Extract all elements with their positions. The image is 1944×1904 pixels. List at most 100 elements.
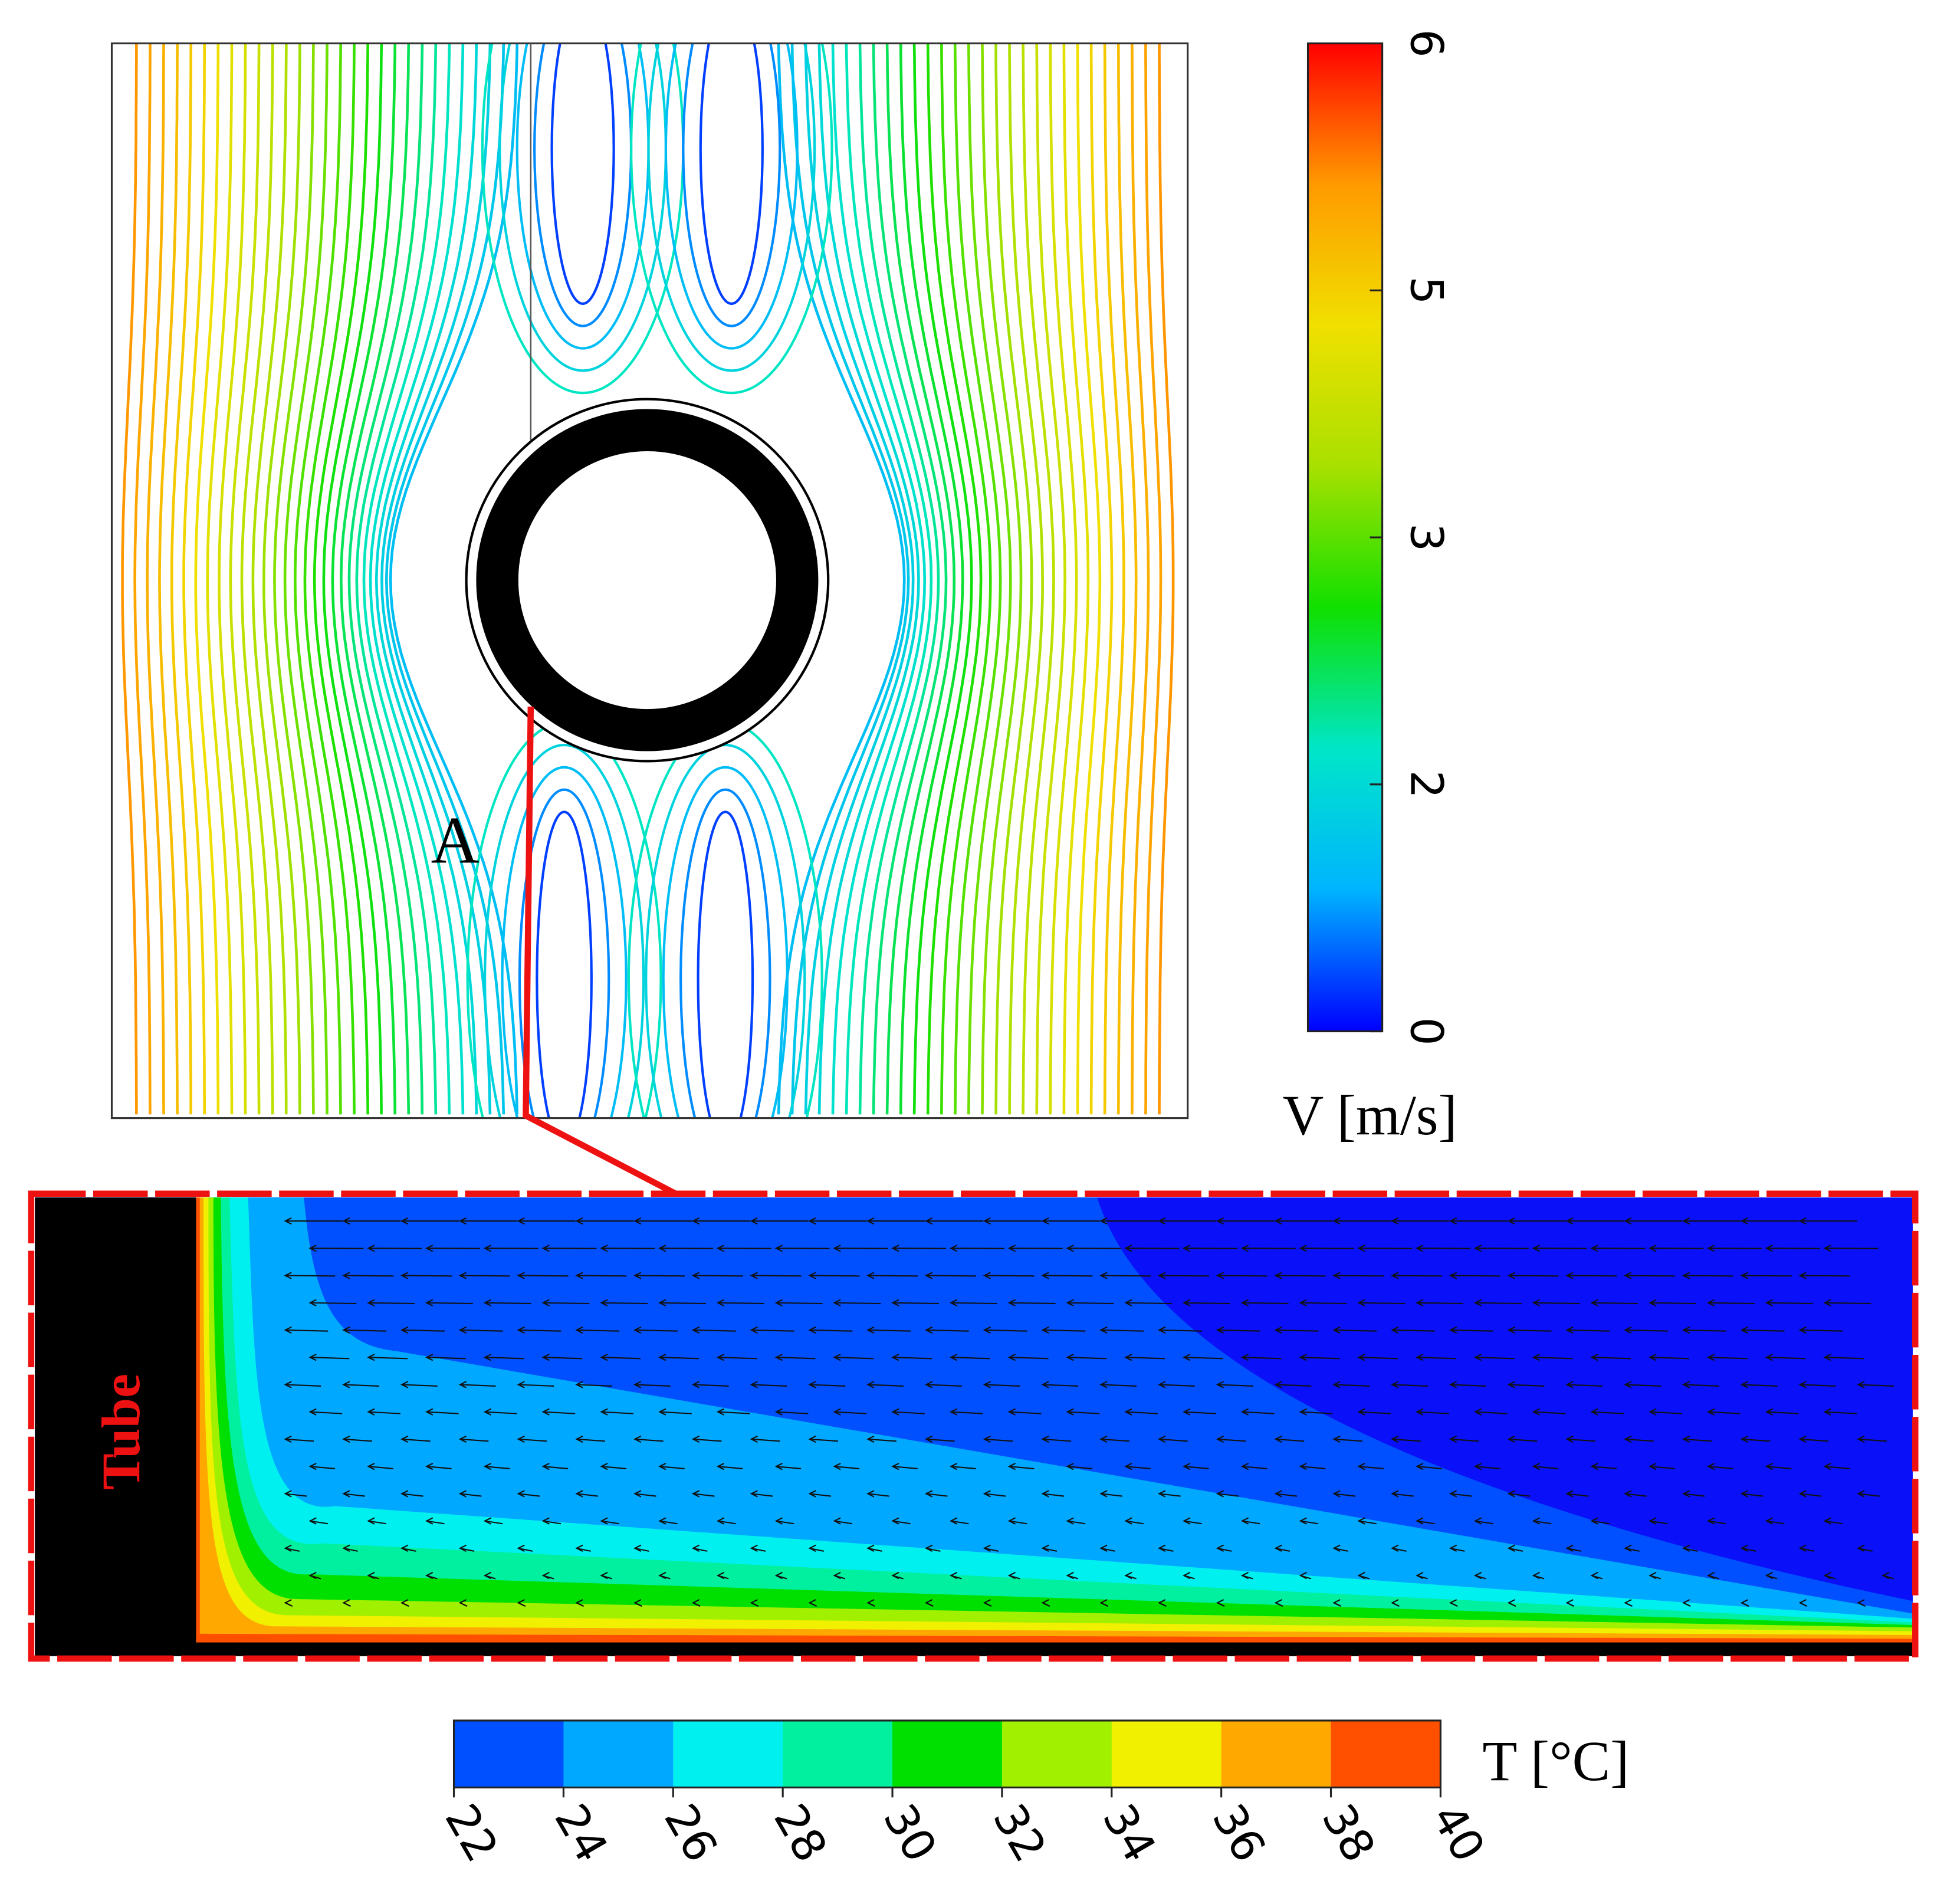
arrow-head	[1565, 1326, 1574, 1334]
arrow-head	[1682, 1272, 1690, 1279]
vector-arrow	[368, 1411, 400, 1414]
vector-arrow	[460, 1329, 503, 1332]
arrow-head	[308, 1462, 317, 1470]
arrow-head	[1590, 1354, 1598, 1361]
streamline	[273, 43, 315, 1115]
arrow-head	[1183, 1571, 1191, 1580]
arrow-head	[1216, 1217, 1224, 1225]
arrow-head	[750, 1435, 758, 1443]
vector-arrow	[1742, 1329, 1785, 1332]
arrow-head	[1624, 1435, 1632, 1443]
arrow-head	[541, 1462, 550, 1470]
arrow-head	[600, 1299, 608, 1306]
arrow-head	[1590, 1462, 1598, 1470]
streamline	[1103, 43, 1125, 1115]
arrow-head	[1274, 1544, 1282, 1552]
arrow-head	[1565, 1217, 1574, 1225]
arrow-head	[1590, 1571, 1598, 1580]
arrow-head	[833, 1571, 841, 1580]
vector-arrow	[693, 1384, 729, 1387]
vector-arrow	[1417, 1357, 1456, 1360]
arrow-head	[342, 1544, 350, 1552]
arrow-head	[1041, 1544, 1049, 1552]
arrow-head	[400, 1544, 409, 1552]
arrow-head	[1240, 1571, 1249, 1580]
vector-arrow	[368, 1520, 386, 1525]
arrow-head	[483, 1517, 492, 1525]
arrow-head	[924, 1490, 933, 1498]
arrow-head	[924, 1326, 933, 1334]
arrow-head	[284, 1326, 292, 1334]
vector-arrow	[1858, 1438, 1887, 1442]
streamline	[885, 43, 956, 1115]
vector-arrow	[1392, 1329, 1435, 1332]
arrow-head	[891, 1354, 899, 1361]
arrow-head	[891, 1462, 899, 1470]
vector-arrow	[834, 1302, 881, 1305]
vector-arrow	[1683, 1493, 1705, 1497]
arrow-head	[1449, 1490, 1457, 1498]
vector-arrow	[868, 1384, 904, 1387]
vector-arrow	[576, 1493, 598, 1497]
arrow-head	[750, 1217, 758, 1225]
arrow-head	[1216, 1272, 1224, 1279]
streamline	[218, 43, 247, 1115]
arrow-head	[1624, 1490, 1632, 1498]
streamline	[158, 43, 179, 1115]
streamline	[294, 43, 342, 1115]
arrow-head	[367, 1299, 375, 1306]
arrow-head	[633, 1217, 642, 1225]
vector-arrow	[951, 1466, 976, 1469]
tick-label: 24	[544, 1795, 618, 1870]
arrow-head	[1449, 1326, 1457, 1334]
arrow-head	[924, 1217, 933, 1225]
streamline	[133, 43, 152, 1115]
vector-arrow	[868, 1329, 911, 1332]
arrow-head	[808, 1490, 816, 1498]
arrow-head	[1332, 1435, 1341, 1443]
arrow-head	[1532, 1462, 1540, 1470]
vortex-loop	[536, 810, 593, 1118]
vector-arrow	[1217, 1329, 1260, 1332]
vector-arrow	[1067, 1466, 1093, 1469]
temperature-label: T [°C]	[1482, 1729, 1629, 1793]
arrow-head	[483, 1245, 492, 1252]
vector-arrow	[1708, 1411, 1741, 1414]
arrow-head	[716, 1245, 725, 1252]
arrow-head	[1007, 1462, 1016, 1470]
arrow-head	[1565, 1490, 1574, 1498]
arrow-head	[1649, 1462, 1657, 1470]
arrow-head	[1507, 1544, 1515, 1552]
vector-arrow	[485, 1411, 517, 1414]
arrow-head	[1649, 1354, 1657, 1361]
arrow-head	[1391, 1490, 1399, 1498]
vector-arrow	[1300, 1520, 1319, 1525]
arrow-head	[1299, 1571, 1307, 1580]
arrow-head	[1066, 1462, 1074, 1470]
tick-label: 38	[1312, 1795, 1385, 1870]
vector-arrow	[1067, 1411, 1100, 1414]
vector-arrow	[1184, 1302, 1230, 1305]
vector-arrow	[926, 1329, 969, 1332]
arrow-head	[1706, 1408, 1715, 1416]
arrow-head	[600, 1408, 608, 1416]
streamline	[121, 43, 138, 1115]
vector-arrow	[1650, 1302, 1697, 1305]
arrow-head	[1183, 1408, 1191, 1416]
streamline	[1022, 43, 1055, 1115]
arrow-head	[1507, 1381, 1515, 1388]
arrow-head	[575, 1326, 583, 1334]
vector-arrow	[1591, 1411, 1624, 1414]
colorbar-frame	[452, 1719, 1441, 1789]
vector-arrow	[951, 1302, 997, 1305]
arrow-head	[1706, 1571, 1715, 1580]
section-line	[523, 706, 678, 1197]
arrow-head	[458, 1326, 467, 1334]
arrow-head	[342, 1326, 350, 1334]
vector-arrow	[1824, 1357, 1864, 1360]
vortex-loop	[515, 43, 650, 350]
streamline	[331, 43, 397, 1115]
vector-arrow	[285, 1438, 314, 1442]
vector-arrow	[485, 1302, 531, 1305]
streamline	[953, 43, 1002, 1115]
